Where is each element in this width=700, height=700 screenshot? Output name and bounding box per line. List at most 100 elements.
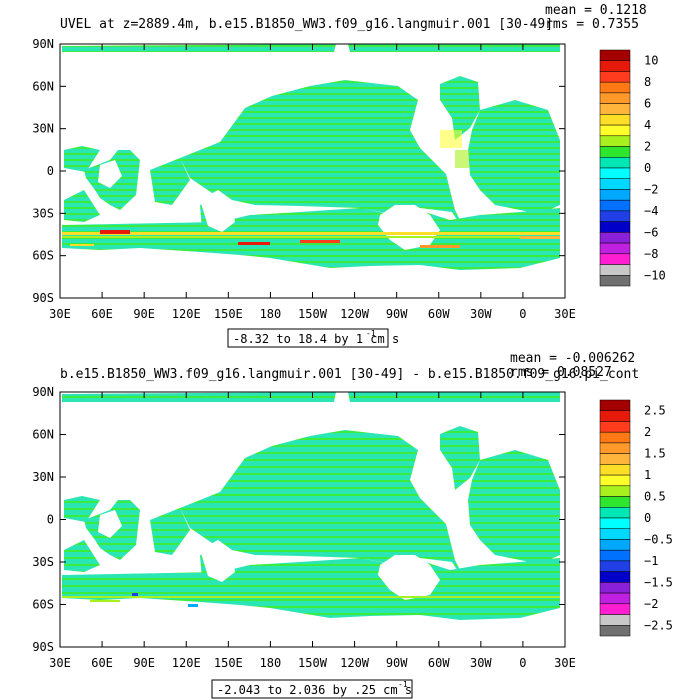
x-tick-label: 120W — [340, 307, 370, 321]
x-tick-label: 150W — [298, 656, 328, 670]
x-tick-label: 120W — [340, 656, 370, 670]
colorbar-label: 0 — [644, 511, 651, 525]
x-tick-label: 180 — [260, 656, 282, 670]
colorbar-swatch — [599, 49, 631, 61]
contour-info-box: -2.043 to 2.036 by .25 cm s -1 — [211, 679, 413, 699]
y-axis: 90N 60N 30N 0 30S 60S 90S — [32, 385, 565, 654]
colorbar: 2.5 2 1.5 1 0.5 0 −0.5 −1 −1.5 −2 −2.5 — [599, 399, 673, 637]
colorbar-swatch — [599, 431, 631, 444]
y-tick-label: 30N — [32, 470, 54, 484]
colorbar-swatch — [599, 253, 631, 265]
y-tick-label: 60N — [32, 428, 54, 442]
colorbar-label: 4 — [644, 118, 651, 132]
stats-rms: rms = 0.08527 — [510, 365, 612, 380]
colorbar-label: −2 — [644, 182, 658, 196]
colorbar-swatch — [599, 549, 631, 562]
colorbar-swatch — [599, 603, 631, 615]
x-tick-label: 180 — [260, 307, 282, 321]
y-tick-label: 30S — [32, 555, 54, 569]
colorbar-swatch — [599, 528, 631, 540]
colorbar-swatch — [599, 507, 631, 519]
colorbar-label: 6 — [644, 97, 651, 111]
colorbar-swatch — [599, 71, 631, 83]
colorbar-swatch — [599, 60, 631, 72]
x-tick-label: 90W — [386, 307, 408, 321]
colorbar-label: −2 — [644, 597, 658, 611]
colorbar-swatch — [599, 199, 631, 212]
y-tick-label: 0 — [47, 513, 54, 527]
colorbar-swatch — [599, 103, 631, 115]
x-tick-label: 90E — [133, 307, 155, 321]
contour-info-box: -8.32 to 18.4 by 1 cm s -1 — [227, 328, 399, 348]
x-tick-label: 0 — [519, 656, 526, 670]
colorbar-label: 10 — [644, 54, 658, 68]
x-axis: 30E 60E 90E 120E 150E 180 150W 120W 90W 60W 30W 0 30… — [49, 44, 576, 321]
colorbar-swatch — [599, 92, 631, 104]
contour-info: -8.32 to 18.4 by 1 cm s — [233, 332, 399, 346]
x-tick-label: 60W — [428, 656, 450, 670]
colorbar-swatch — [599, 81, 631, 94]
colorbar-swatch — [599, 264, 631, 276]
ocean-region — [62, 392, 560, 620]
contour-info: -2.043 to 2.036 by .25 cm s — [217, 683, 412, 697]
colorbar-label: 2 — [644, 140, 651, 154]
colorbar-swatch — [599, 560, 631, 572]
stats-mean: mean = 0.1218 — [545, 3, 647, 18]
colorbar-swatch — [599, 571, 631, 583]
x-tick-label: 0 — [519, 307, 526, 321]
colorbar-label: 1.5 — [644, 447, 666, 461]
x-tick-label: 150E — [214, 307, 243, 321]
x-tick-label: 150W — [298, 307, 328, 321]
colorbar-swatch — [599, 625, 631, 637]
colorbar-swatch — [599, 614, 631, 626]
x-tick-label: 150E — [214, 656, 243, 670]
y-tick-label: 60S — [32, 249, 54, 263]
x-tick-label: 60E — [91, 307, 113, 321]
colorbar-swatch — [599, 221, 631, 233]
colorbar-swatch — [599, 146, 631, 158]
colorbar-swatch — [599, 275, 631, 287]
contour-unit-exponent: -1 — [398, 680, 408, 689]
colorbar-swatch — [599, 442, 631, 454]
colorbar: 10 8 6 4 2 0 −2 −4 −6 −8 −10 — [599, 49, 666, 287]
colorbar-label: 0 — [644, 161, 651, 175]
ocean-field — [62, 44, 560, 270]
colorbar-label: 0.5 — [644, 490, 666, 504]
y-tick-label: 60S — [32, 598, 54, 612]
southern-band — [62, 593, 560, 607]
y-tick-label: 30S — [32, 206, 54, 220]
colorbar-swatch — [599, 124, 631, 137]
colorbar-swatch — [599, 399, 631, 411]
contour-unit-exponent: -1 — [366, 329, 376, 338]
x-tick-label: 30E — [49, 307, 71, 321]
colorbar-swatch — [599, 167, 631, 179]
colorbar-swatch — [599, 485, 631, 497]
ocean-region — [62, 44, 560, 270]
y-tick-label: 90N — [32, 37, 54, 51]
colorbar-label: −0.5 — [644, 532, 673, 546]
panel-title: UVEL at z=2889.4m, b.e15.B1850_WW3.f09_g… — [60, 17, 553, 32]
x-tick-label: 30W — [470, 656, 492, 670]
colorbar-label: 2 — [644, 425, 651, 439]
colorbar-swatch — [599, 474, 631, 487]
x-tick-label: 30E — [49, 656, 71, 670]
x-tick-label: 60E — [91, 656, 113, 670]
y-axis: 90N 60N 30N 0 30S 60S 90S — [32, 37, 565, 305]
colorbar-swatch — [599, 410, 631, 422]
y-tick-label: 90S — [32, 291, 54, 305]
panel-difference: b.e15.B1850_WW3.f09_g16.langmuir.001 [30… — [32, 351, 673, 699]
colorbar-label: −2.5 — [644, 618, 673, 632]
colorbar-label: −10 — [644, 268, 666, 282]
colorbar-swatch — [599, 592, 631, 605]
colorbar-swatch — [599, 242, 631, 255]
colorbar-label: −1.5 — [644, 575, 673, 589]
colorbar-swatch — [599, 517, 631, 529]
ocean-field — [62, 392, 560, 620]
x-tick-label: 90W — [386, 656, 408, 670]
y-tick-label: 90N — [32, 385, 54, 399]
colorbar-swatch — [599, 114, 631, 126]
colorbar-swatch — [599, 178, 631, 190]
southern-band — [62, 130, 560, 248]
y-tick-label: 60N — [32, 79, 54, 93]
